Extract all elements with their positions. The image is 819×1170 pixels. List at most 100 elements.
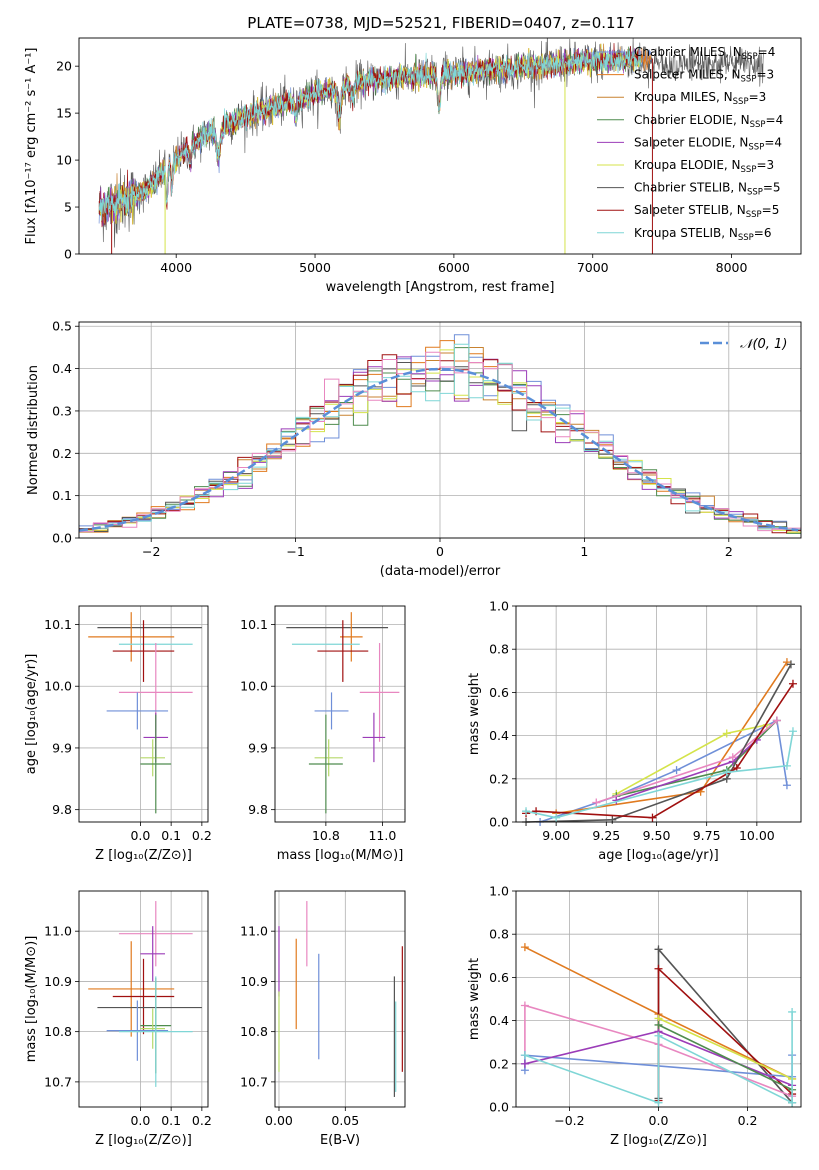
- mass_weight_vs_Z-ytick-label: 0.4: [489, 1013, 509, 1028]
- ebv-ytick-label: 10.9: [240, 974, 268, 989]
- age_vs_Z-xtick-label: 0.0: [130, 828, 150, 843]
- spectrum-ytick-label: 20: [56, 59, 72, 74]
- mass_weight_vs_Z-marker: [654, 1020, 663, 1029]
- residuals-xtick-label: 1: [580, 544, 588, 559]
- mass_weight_vs_age-marker: [722, 768, 731, 777]
- mass_weight_vs_Z-xtick-label: 0.2: [738, 1113, 758, 1128]
- age_vs_mass-ytick-label: 9.8: [248, 802, 268, 817]
- age_vs_mass-points: [286, 612, 400, 814]
- spectrum-legend-label: Kroupa MILES, NSSP=3: [634, 90, 766, 107]
- mass_weight_vs_age-marker: [782, 781, 791, 790]
- mass_vs_Z-point: [140, 926, 165, 982]
- age_vs_mass-xlabel: mass [log₁₀(M/M⊙)]: [277, 848, 404, 863]
- spectrum-ylabel: Flux [fλ10⁻¹⁷ erg cm⁻² s⁻¹ A⁻¹]: [24, 48, 39, 245]
- age_vs_mass-xtick-label: 10.8: [312, 828, 340, 843]
- age_vs_Z-xlabel: Z [log₁₀(Z/Z⊙)]: [95, 848, 192, 863]
- mass_weight_vs_Z-marker: [520, 1059, 529, 1068]
- age_vs_Z-ytick-label: 9.9: [52, 740, 72, 755]
- mass_vs_Z-xtick-label: 0.1: [161, 1113, 181, 1128]
- age_vs_mass-point: [317, 620, 369, 682]
- mass_weight_vs_age-axes: 9.00 9.25 9.50 9.75 10.00 0.0 0.2 0.4 0.6 0.8 1.0 a…: [467, 599, 802, 863]
- age_vs_Z-ytick-label: 9.8: [52, 802, 72, 817]
- residuals-hist-8: [79, 343, 801, 532]
- age_vs_Z-point: [112, 620, 175, 682]
- mass_vs_Z-point: [118, 901, 193, 967]
- spectrum-xtick-label: 4000: [160, 260, 192, 275]
- residuals-legend-label: 𝒩(0, 1): [740, 337, 787, 352]
- mass_weight_vs_Z-marker: [654, 1031, 663, 1040]
- residuals-axes: −2 −1 0 1 2 0.0 0.1 0.2 0.3 0.4 0.5 (data-model)/er…: [26, 319, 802, 579]
- mass_vs_Z-point: [140, 1008, 165, 1049]
- residuals-series-group: [79, 334, 801, 534]
- spectrum-legend-label: Salpeter MILES, NSSP=3: [634, 68, 774, 85]
- age_vs_Z-point: [140, 714, 172, 814]
- spectrum-ytick-label: 5: [64, 200, 72, 215]
- mass_vs_Z-frame: [78, 890, 209, 1108]
- mass_vs_Z-point: [118, 976, 193, 1087]
- mass_vs_Z-ytick-label: 10.8: [44, 1024, 72, 1039]
- spectrum-legend-label: Kroupa ELODIE, NSSP=3: [634, 158, 774, 175]
- residuals-xlabel: (data-model)/error: [380, 564, 501, 579]
- spectrum-legend-label: Chabrier STELIB, NSSP=5: [634, 181, 781, 198]
- spectrum-xlabel: wavelength [Angstrom, rest frame]: [326, 280, 555, 295]
- spectrum-ytick-label: 10: [56, 153, 72, 168]
- mass_weight_vs_age-marker: [672, 766, 681, 775]
- residuals-ytick-label: 0.3: [52, 403, 72, 418]
- mass_vs_Z-xlabel: Z [log₁₀(Z/Z⊙)]: [95, 1133, 192, 1148]
- mass_weight_vs_age-marker: [728, 753, 737, 762]
- age_vs_Z-axes: 0.0 0.1 0.2 9.8 9.9 10.0 10.1 Z [log₁₀(Z/Z⊙)] ag…: [24, 605, 212, 863]
- mass_vs_Z-point: [112, 958, 175, 1035]
- ebv-xlabel: E(B-V): [320, 1133, 360, 1148]
- residuals-ylabel: Normed distribution: [26, 365, 41, 495]
- age_vs_Z-xtick-label: 0.2: [192, 828, 212, 843]
- ebv-xtick-label: 0.05: [331, 1113, 359, 1128]
- mass_vs_Z-point: [106, 1000, 169, 1061]
- residuals-hist-4: [79, 356, 801, 532]
- mass_vs_Z-ylabel: mass [log₁₀(M/M⊙)]: [24, 936, 39, 1063]
- residuals-ytick-label: 0.1: [52, 488, 72, 503]
- mass_weight_vs_Z-marker: [520, 1051, 529, 1060]
- mass_weight_vs_age-marker: [782, 761, 791, 770]
- mass_weight_vs_age-marker: [522, 807, 531, 816]
- ebv-ytick-label: 11.0: [240, 924, 268, 939]
- mass_weight_vs_Z-series-3: [524, 1004, 793, 1097]
- mass_weight_vs_age-ytick-label: 0.6: [489, 685, 509, 700]
- mass_vs_Z-point: [88, 941, 175, 1037]
- age_vs_Z-ylabel: age [log₁₀(age/yr)]: [24, 654, 39, 775]
- age_vs_mass-ytick-label: 9.9: [248, 740, 268, 755]
- mass_vs_Z-ytick-label: 10.7: [44, 1074, 72, 1089]
- mass_weight_vs_age-marker: [608, 815, 617, 824]
- mass_weight_vs_Z-ytick-label: 0.6: [489, 970, 509, 985]
- mass_weight_vs_age-xtick-label: 9.75: [693, 828, 721, 843]
- age_vs_Z-xtick-label: 0.1: [161, 828, 181, 843]
- residuals-ytick-label: 0.4: [52, 361, 72, 376]
- mass_weight_vs_Z-series-6: [658, 1017, 793, 1080]
- mass_weight_vs_age-xtick-label: 9.25: [592, 828, 620, 843]
- residuals-hist-5: [79, 349, 801, 533]
- mass_weight_vs_Z-ytick-label: 0.2: [489, 1056, 509, 1071]
- spectrum-axes: 4000 5000 6000 7000 8000 0 5 10 15 20 wavelength […: [24, 37, 802, 295]
- spectrum-xtick-label: 5000: [299, 260, 331, 275]
- spectrum-legend-label: Kroupa STELIB, NSSP=6: [634, 226, 772, 243]
- ebv-ytick-label: 10.8: [240, 1024, 268, 1039]
- residuals-normal-curve: [79, 367, 799, 532]
- mass_weight_vs_Z-series-group: [520, 943, 797, 1107]
- mass_weight_vs_age-series-6: [525, 663, 792, 823]
- age_vs_Z-point: [140, 739, 165, 777]
- spectrum-legend: Chabrier MILES, NSSP=4 Salpeter MILES, NS…: [597, 45, 783, 243]
- mass_weight_vs_age-marker: [786, 660, 795, 669]
- mass_weight_vs_age-marker: [592, 798, 601, 807]
- age_vs_mass-frame: [274, 605, 406, 823]
- mass_weight_vs_Z-ytick-label: 0.8: [489, 927, 509, 942]
- spectrum-legend-label: Salpeter STELIB, NSSP=5: [634, 203, 779, 220]
- mass_weight_vs_age-marker: [782, 658, 791, 667]
- mass_weight_vs_Z-marker: [654, 1098, 663, 1107]
- mass_weight_vs_age-series-2: [616, 724, 768, 795]
- age_vs_mass-point: [359, 643, 400, 742]
- age_vs_mass-ytick-label: 10.0: [240, 679, 268, 694]
- age_vs_Z-point: [88, 612, 175, 662]
- mass_weight_vs_Z-marker: [788, 1098, 797, 1107]
- mass_weight_vs_Z-marker: [520, 1001, 529, 1010]
- age_vs_mass-point: [362, 712, 386, 763]
- age_vs_Z-points: [88, 612, 202, 814]
